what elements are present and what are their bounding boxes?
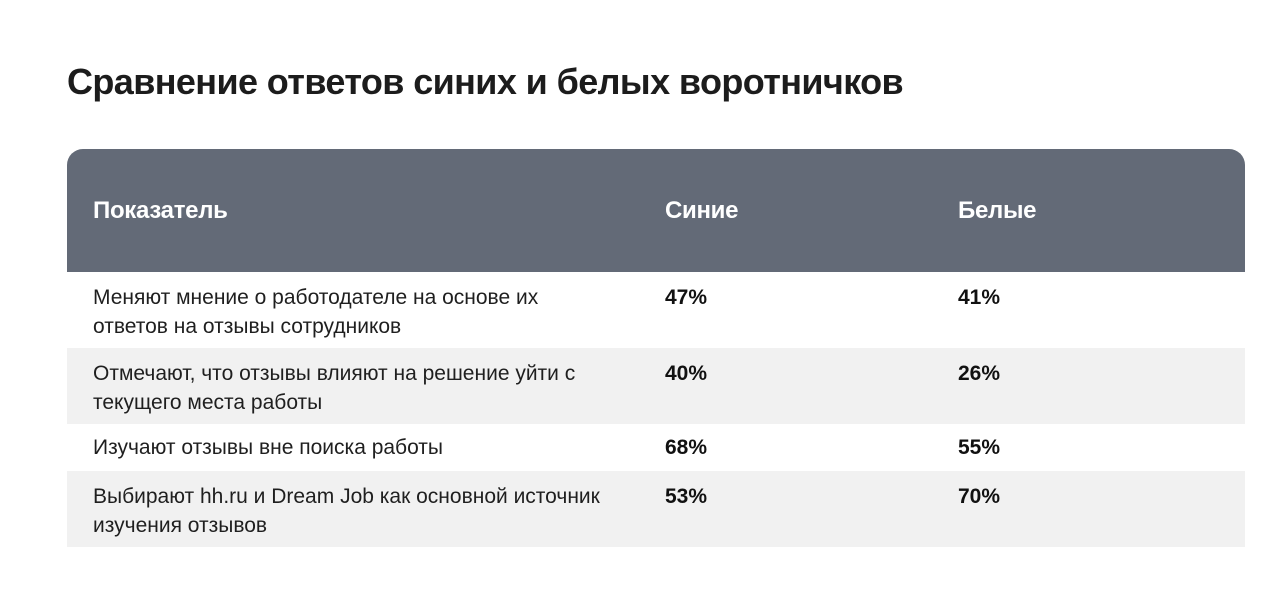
row-value-white: 55% [958,436,1001,459]
row-value-blue: 68% [665,436,708,459]
table-row: Отмечают, что отзывы влияют на решение у… [67,348,1245,424]
row-label: Отмечают, что отзывы влияют на решение у… [93,362,576,414]
table-row: Изучают отзывы вне поиска работы 68% 55% [67,424,1245,471]
row-value-white: 26% [958,362,1001,385]
row-value-white: 70% [958,485,1001,508]
page-title: Сравнение ответов синих и белых воротнич… [67,61,904,102]
row-label: Выбирают hh.ru и Dream Job как основной … [93,485,600,537]
row-value-blue: 40% [665,362,708,385]
header-indicator: Показатель [93,197,228,224]
row-value-blue: 47% [665,286,708,309]
header-blue-collar: Синие [665,197,739,224]
table-row: Меняют мнение о работодателе на основе и… [67,272,1245,348]
row-label: Изучают отзывы вне поиска работы [93,436,444,459]
comparison-table: Показатель Синие Белые Меняют мнение о р… [67,149,1245,547]
table-row: Выбирают hh.ru и Dream Job как основной … [67,471,1245,547]
row-label: Меняют мнение о работодателе на основе и… [93,286,539,338]
row-value-white: 41% [958,286,1001,309]
table-header: Показатель Синие Белые [67,149,1245,272]
header-white-collar: Белые [958,197,1037,224]
row-value-blue: 53% [665,485,708,508]
